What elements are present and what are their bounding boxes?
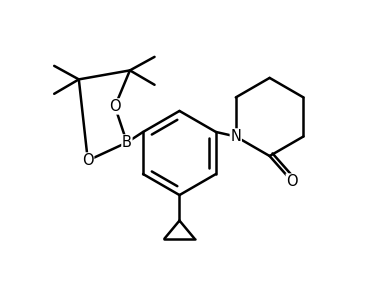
Text: O: O <box>109 99 121 114</box>
Text: O: O <box>82 153 94 168</box>
Text: N: N <box>230 129 241 144</box>
Text: B: B <box>122 135 132 150</box>
Text: O: O <box>286 174 298 189</box>
